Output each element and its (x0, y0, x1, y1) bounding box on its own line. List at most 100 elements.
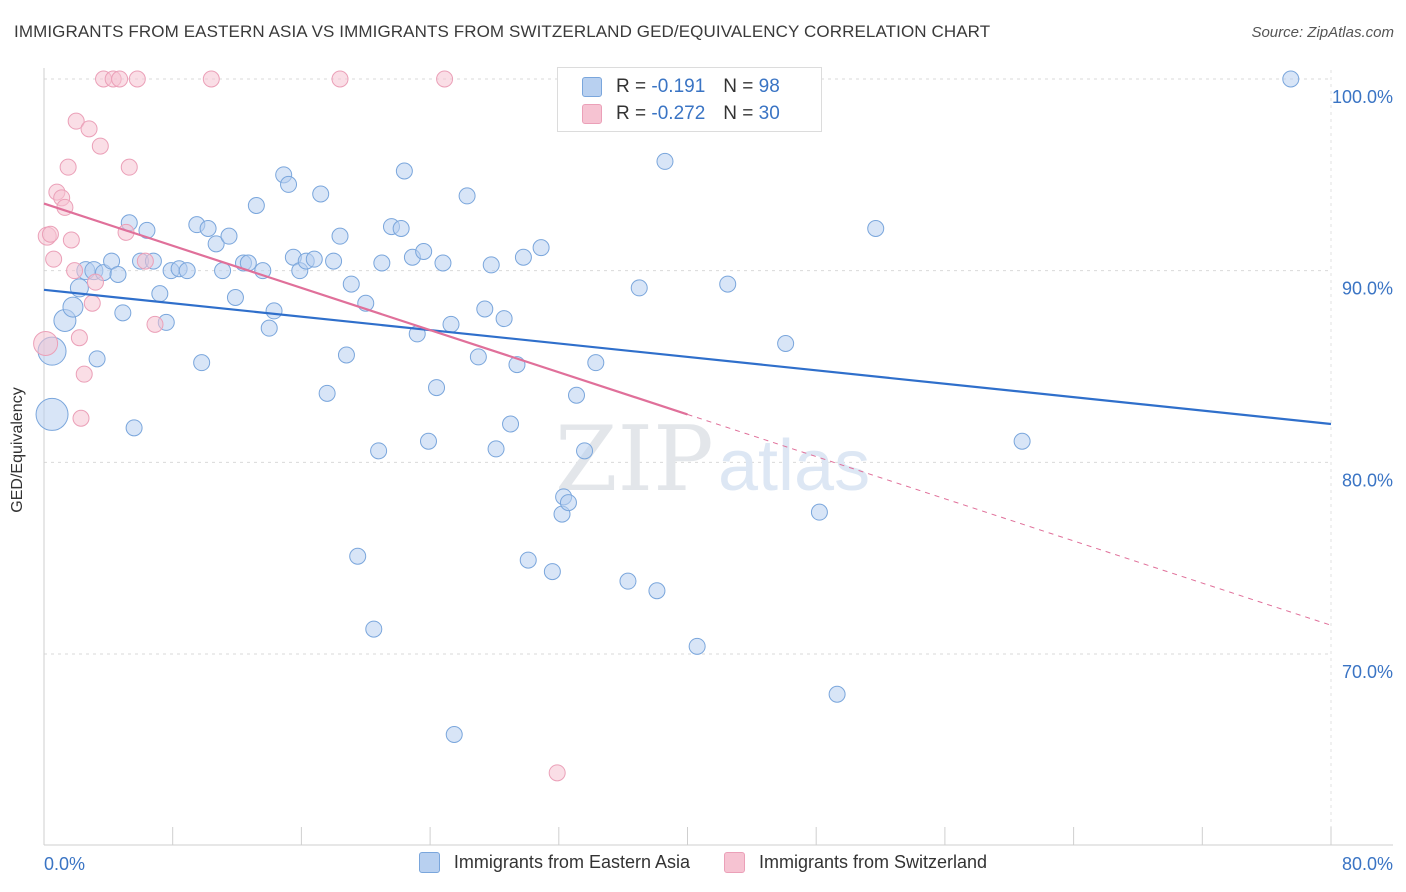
data-point-switzerland (202, 70, 220, 88)
data-point-switzerland (128, 70, 146, 88)
data-point-eastern-asia (365, 620, 383, 638)
data-point-switzerland (91, 137, 109, 155)
data-point-eastern-asia (178, 262, 196, 280)
data-point-switzerland (146, 315, 164, 333)
data-point-eastern-asia (1013, 432, 1031, 450)
data-point-eastern-asia (35, 397, 69, 431)
legend-r-value-2: -0.272 (651, 103, 706, 124)
data-point-eastern-asia (445, 726, 463, 743)
data-point-switzerland (548, 764, 566, 782)
data-point-switzerland (33, 331, 59, 356)
data-point-eastern-asia (532, 239, 550, 257)
data-point-eastern-asia (114, 304, 132, 322)
data-point-switzerland (67, 112, 85, 130)
data-point-eastern-asia (331, 227, 349, 245)
data-point-switzerland (331, 70, 349, 88)
data-point-eastern-asia (88, 350, 106, 368)
data-point-switzerland (80, 120, 98, 138)
legend-r-label: R = (616, 103, 647, 124)
data-point-switzerland (70, 329, 88, 347)
data-point-eastern-asia (482, 256, 500, 274)
data-point-switzerland (72, 409, 90, 427)
chart-title: IMMIGRANTS FROM EASTERN ASIA VS IMMIGRAN… (14, 22, 991, 41)
data-point-eastern-asia (226, 289, 244, 306)
data-point-eastern-asia (656, 152, 674, 170)
correlation-legend: R = -0.191 N = 98 R = -0.272 N = 30 (557, 67, 822, 132)
data-point-eastern-asia (487, 440, 505, 458)
data-point-eastern-asia (502, 415, 520, 433)
data-point-eastern-asia (325, 252, 343, 270)
legend-item-switzerland: Immigrants from Switzerland (724, 852, 987, 873)
data-point-eastern-asia (719, 275, 737, 293)
data-point-eastern-asia (519, 551, 537, 569)
data-point-eastern-asia (349, 547, 367, 565)
series-legend: Immigrants from Eastern Asia Immigrants … (0, 852, 1406, 873)
data-point-eastern-asia (559, 494, 577, 512)
data-point-eastern-asia (434, 254, 452, 272)
watermark: ZIP atlas (555, 407, 870, 512)
data-point-eastern-asia (828, 685, 846, 703)
data-point-eastern-asia (514, 248, 532, 266)
data-point-eastern-asia (1282, 70, 1300, 88)
legend-row-switzerland: R = -0.272 N = 30 (582, 101, 780, 127)
data-point-eastern-asia (318, 384, 336, 402)
data-point-switzerland (436, 70, 454, 88)
data-point-eastern-asia (495, 310, 513, 328)
data-point-eastern-asia (199, 220, 217, 237)
legend-n-label: N = (723, 103, 754, 124)
grid-lines (44, 70, 1332, 845)
data-point-eastern-asia (810, 503, 828, 521)
data-point-eastern-asia (428, 379, 446, 397)
data-point-eastern-asia (648, 582, 666, 600)
data-point-switzerland (111, 70, 129, 88)
legend-item-eastern-asia: Immigrants from Eastern Asia (418, 852, 690, 873)
data-point-eastern-asia (125, 419, 143, 437)
chart-source: Source: ZipAtlas.com (1251, 24, 1394, 41)
legend-label-switzerland: Immigrants from Switzerland (759, 852, 988, 872)
data-point-eastern-asia (419, 432, 437, 450)
data-point-eastern-asia (619, 572, 637, 590)
data-point-switzerland (59, 158, 77, 176)
legend-label-eastern-asia: Immigrants from Eastern Asia (453, 852, 690, 872)
data-point-eastern-asia (151, 285, 169, 303)
watermark-zip: ZIP (555, 407, 714, 512)
data-point-switzerland (86, 273, 104, 291)
legend-swatch-blue (582, 77, 602, 97)
legend-n-label: N = (723, 76, 754, 97)
data-point-eastern-asia (415, 243, 433, 260)
legend-swatch-pink (724, 852, 745, 873)
axes (43, 68, 1393, 846)
data-point-eastern-asia (392, 220, 410, 237)
data-point-switzerland (83, 294, 101, 312)
data-point-eastern-asia (777, 335, 795, 352)
trend-line-eastern-asia (43, 288, 1332, 426)
data-point-eastern-asia (312, 185, 330, 203)
data-point-eastern-asia (62, 296, 84, 318)
data-point-eastern-asia (260, 319, 278, 337)
data-point-eastern-asia (370, 442, 388, 460)
data-point-eastern-asia (373, 254, 391, 272)
legend-swatch-pink (582, 104, 602, 124)
data-point-eastern-asia (220, 227, 238, 245)
data-point-eastern-asia (280, 175, 298, 193)
data-point-eastern-asia (442, 315, 460, 333)
data-point-eastern-asia (630, 279, 648, 297)
data-point-switzerland (120, 158, 138, 176)
data-point-eastern-asia (587, 354, 605, 372)
tick-labels: 70.0% 80.0% 90.0% 100.0% 0.0% 80.0% (44, 87, 1393, 874)
trend-line-switzerland (43, 202, 688, 416)
data-point-switzerland (136, 252, 154, 270)
data-point-switzerland (75, 365, 93, 383)
data-point-eastern-asia (458, 187, 476, 205)
data-point-eastern-asia (688, 637, 706, 655)
data-point-eastern-asia (867, 220, 885, 237)
legend-n-value-2: 30 (758, 103, 780, 124)
trend-lines (43, 202, 1332, 626)
y-axis-label: GED/Equivalency (9, 387, 26, 513)
y-tick-label: 70.0% (1342, 662, 1393, 682)
data-point-eastern-asia (337, 346, 355, 364)
legend-row-eastern-asia: R = -0.191 N = 98 (582, 74, 780, 100)
data-point-switzerland (41, 225, 59, 243)
trend-line-switzerland-extension (687, 413, 1332, 626)
